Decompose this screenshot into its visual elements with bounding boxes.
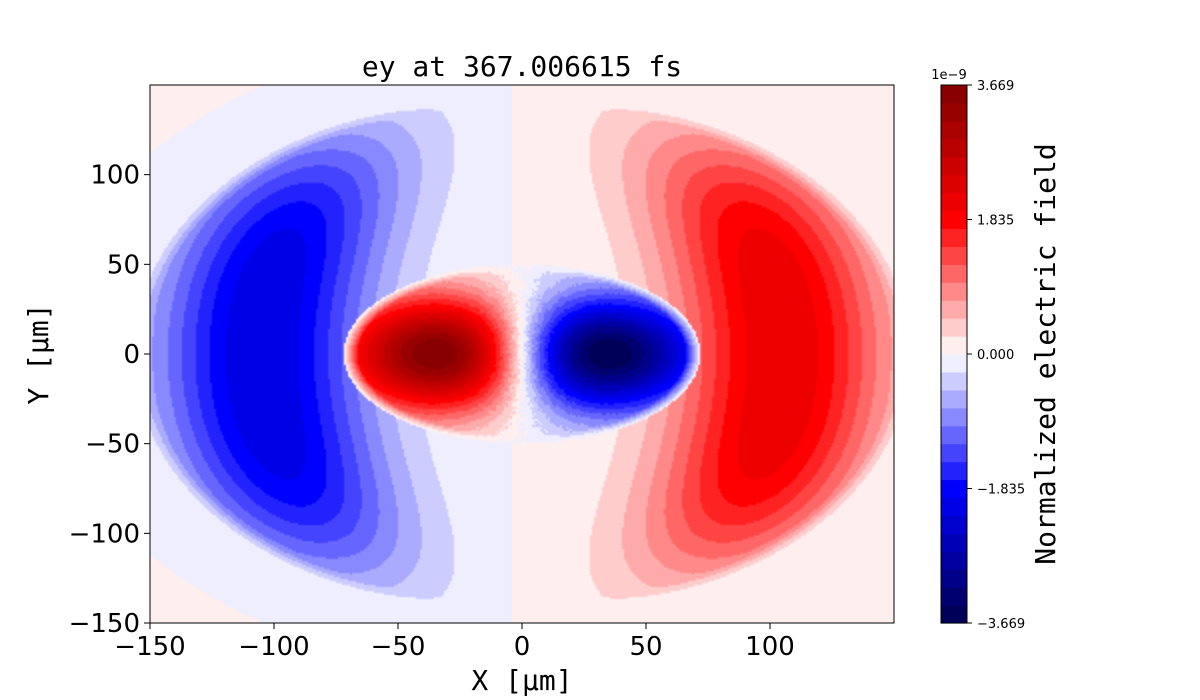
y-tick-label: −150: [69, 609, 140, 639]
colorbar-segment: [941, 551, 967, 570]
colorbar-tick-label: 3.669: [977, 79, 1014, 94]
colorbar-segment: [941, 121, 967, 140]
colorbar-segment: [941, 282, 967, 301]
x-axis-label: X [μm]: [471, 664, 572, 697]
x-tick-label: −100: [238, 632, 309, 662]
colorbar-segment: [941, 372, 967, 391]
colorbar-segment: [941, 228, 967, 247]
y-axis: −150 −100 −50 0 50 100: [69, 161, 150, 639]
colorbar-segment: [941, 497, 967, 516]
colorbar-segment: [941, 336, 967, 355]
plot-area: [150, 85, 894, 623]
y-tick-label: 100: [90, 161, 140, 191]
colorbar-segment: [941, 587, 967, 606]
x-tick-label: −50: [371, 632, 426, 662]
colorbar-segment: [941, 139, 967, 158]
colorbar-segment: [941, 193, 967, 212]
colorbar-tick-label: −3.669: [977, 617, 1025, 632]
colorbar-segment: [941, 175, 967, 194]
y-tick-label: −100: [69, 519, 140, 549]
x-tick-label: 100: [745, 632, 795, 662]
colorbar-segment: [941, 354, 967, 373]
colorbar-segment: [941, 569, 967, 588]
y-tick-label: −50: [85, 430, 140, 460]
colorbar-tick-label: 0.000: [977, 348, 1014, 363]
x-tick-label: 50: [629, 632, 662, 662]
colorbar-segment: [941, 103, 967, 122]
colorbar-tick-label: −1.835: [977, 483, 1025, 498]
colorbar-segment: [941, 462, 967, 481]
y-tick-label: 0: [123, 340, 140, 370]
colorbar-segment: [941, 211, 967, 230]
x-axis: −150 −100 −50 0 50 100: [114, 623, 795, 662]
colorbar-segment: [941, 264, 967, 283]
colorbar-segment: [941, 157, 967, 176]
colorbar-segment: [941, 533, 967, 552]
colorbar-exponent-label: 1e−9: [931, 68, 966, 83]
colorbar-segment: [941, 318, 967, 337]
colorbar-segment: [941, 300, 967, 319]
colorbar-segment: [941, 480, 967, 499]
y-axis-label: Y [μm]: [22, 303, 55, 404]
figure: ey at 367.006615 fs −150 −100 −50 0 50 100 −1…: [0, 0, 1200, 700]
colorbar-label: Normalized electric field: [1029, 143, 1062, 564]
colorbar-tick-label: 1.835: [977, 213, 1014, 228]
colorbar-segment: [941, 246, 967, 265]
colorbar-segment: [941, 605, 967, 624]
x-tick-label: 0: [514, 632, 531, 662]
colorbar-segment: [941, 426, 967, 445]
colorbar-segment: [941, 444, 967, 463]
colorbar-segment: [941, 390, 967, 409]
colorbar: −3.669 −1.835 0.000 1.835 3.669: [941, 79, 1025, 632]
colorbar-segment: [941, 408, 967, 427]
heatmap-image: [150, 85, 894, 623]
chart-title: ey at 367.006615 fs: [362, 50, 682, 83]
colorbar-segment: [941, 515, 967, 534]
colorbar-segment: [941, 85, 967, 104]
y-tick-label: 50: [107, 250, 140, 280]
